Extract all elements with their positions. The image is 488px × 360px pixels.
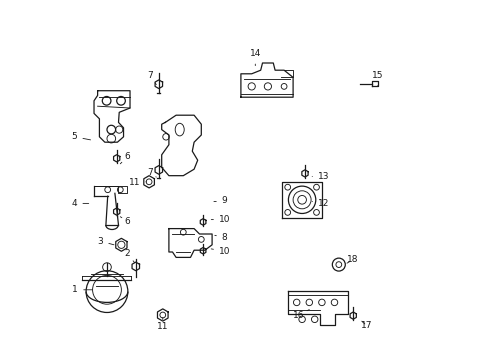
Text: 17: 17 [361, 321, 372, 330]
Text: 7: 7 [147, 71, 156, 85]
Text: 6: 6 [120, 152, 130, 164]
Text: 16: 16 [292, 310, 309, 320]
Text: 5: 5 [72, 132, 90, 141]
Text: 2: 2 [124, 249, 134, 263]
Text: 6: 6 [120, 217, 130, 226]
Text: 3: 3 [98, 237, 114, 246]
Text: 1: 1 [72, 285, 92, 294]
Text: 11: 11 [129, 178, 146, 187]
Text: 8: 8 [214, 233, 227, 242]
Text: 9: 9 [213, 197, 227, 205]
Text: 12: 12 [311, 199, 329, 208]
Text: 4: 4 [72, 199, 88, 208]
Text: 10: 10 [211, 215, 230, 224]
Text: 15: 15 [371, 71, 383, 86]
Text: 10: 10 [211, 247, 230, 256]
Text: 11: 11 [157, 318, 168, 331]
Text: 7: 7 [147, 168, 156, 177]
Text: 13: 13 [311, 172, 329, 181]
Text: 14: 14 [249, 49, 261, 66]
Text: 18: 18 [346, 256, 358, 264]
